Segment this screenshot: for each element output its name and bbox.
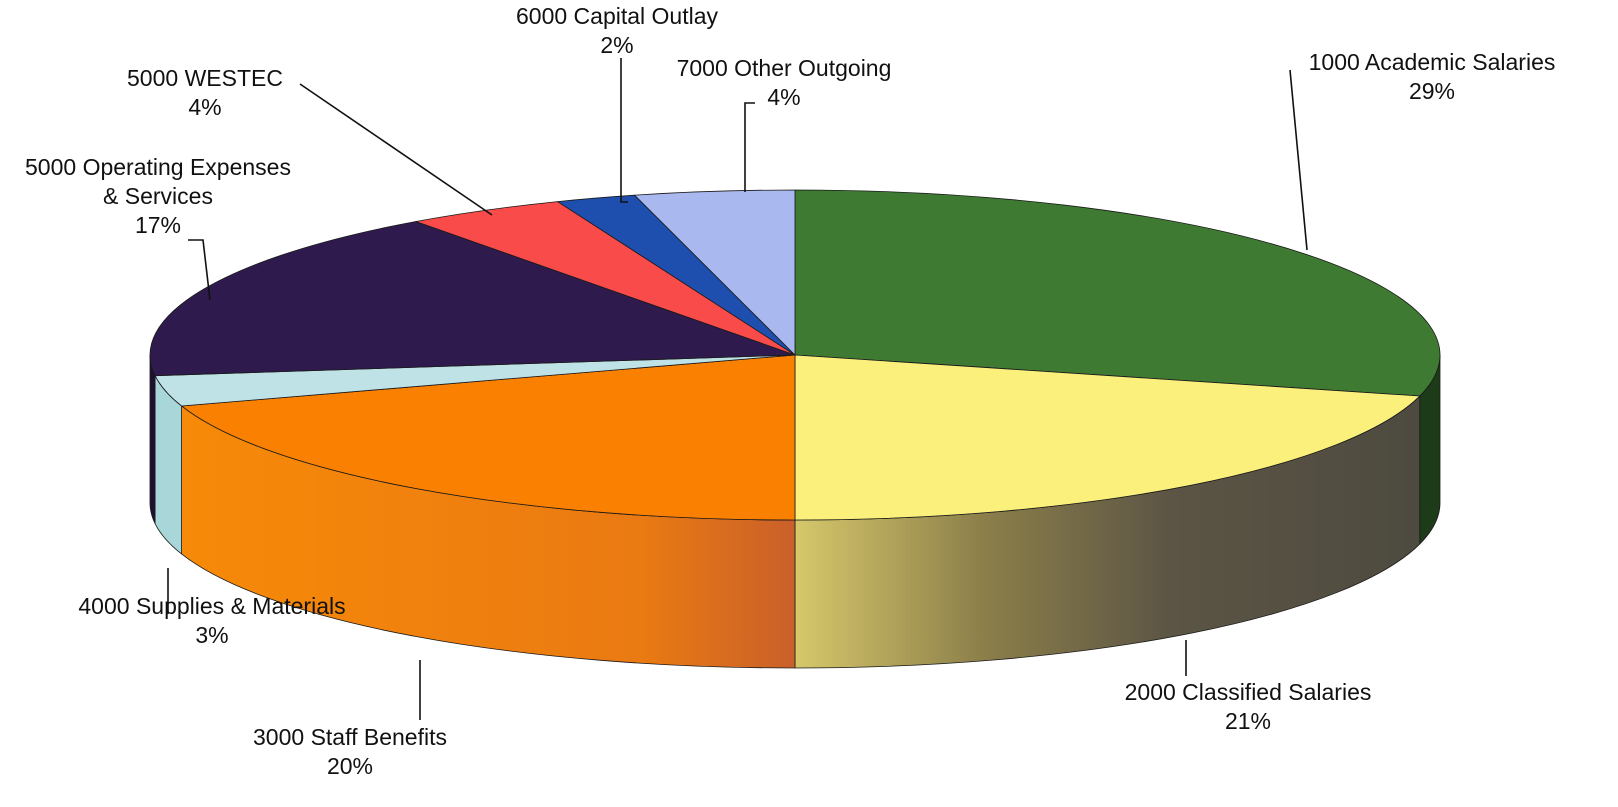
pie-percent-label-2000-classified-salaries: 21%	[1225, 708, 1271, 734]
leader-line-5000-operating-expenses-and-services	[188, 239, 211, 301]
pie-percent-label-7000-other-outgoing: 4%	[767, 84, 800, 110]
pie-percent-label-1000-academic-salaries: 29%	[1409, 78, 1455, 104]
pie-category-label-4000-supplies-and-materials: 4000 Supplies & Materials	[78, 593, 345, 619]
pie-slice-3000-staff-benefits	[181, 354, 796, 521]
leader-line-7000-other-outgoing	[744, 102, 755, 192]
pie-percent-label-3000-staff-benefits: 20%	[327, 753, 373, 779]
pie-slice-5000-operating-expenses-and-services	[149, 221, 796, 377]
pie-side-5000-operating-expenses-and-services	[149, 354, 156, 525]
leader-line-1000-academic-salaries	[1289, 69, 1308, 251]
pie-category-label-2000-classified-salaries: 2000 Classified Salaries	[1125, 679, 1372, 705]
pie-category-label-5000-westec: 5000 WESTEC	[127, 65, 283, 91]
pie-category-label-3000-staff-benefits: 3000 Staff Benefits	[253, 724, 447, 750]
pie-percent-label-5000-operating-expenses-and-services: 17%	[135, 212, 181, 238]
pie-slice-1000-academic-salaries	[794, 189, 1441, 397]
pie-percent-label-4000-supplies-and-materials: 3%	[195, 622, 228, 648]
pie-category-label-5000-operating-expenses-and-services-1: 5000 Operating Expenses	[25, 154, 291, 180]
pie-category-label-1000-academic-salaries: 1000 Academic Salaries	[1309, 49, 1556, 75]
pie-percent-label-6000-capital-outlay: 2%	[600, 32, 633, 58]
pie-percent-label-5000-westec: 4%	[188, 94, 221, 120]
pie-category-label-7000-other-outgoing: 7000 Other Outgoing	[677, 55, 892, 81]
pie-slice-7000-other-outgoing	[634, 189, 796, 356]
leader-line-6000-capital-outlay	[620, 58, 628, 203]
pie-slice-2000-classified-salaries	[794, 354, 1421, 521]
pie-category-label-6000-capital-outlay: 6000 Capital Outlay	[516, 3, 719, 29]
leader-line-5000-westec	[299, 83, 493, 216]
pie-category-label-5000-operating-expenses-and-services-2: & Services	[103, 183, 213, 209]
